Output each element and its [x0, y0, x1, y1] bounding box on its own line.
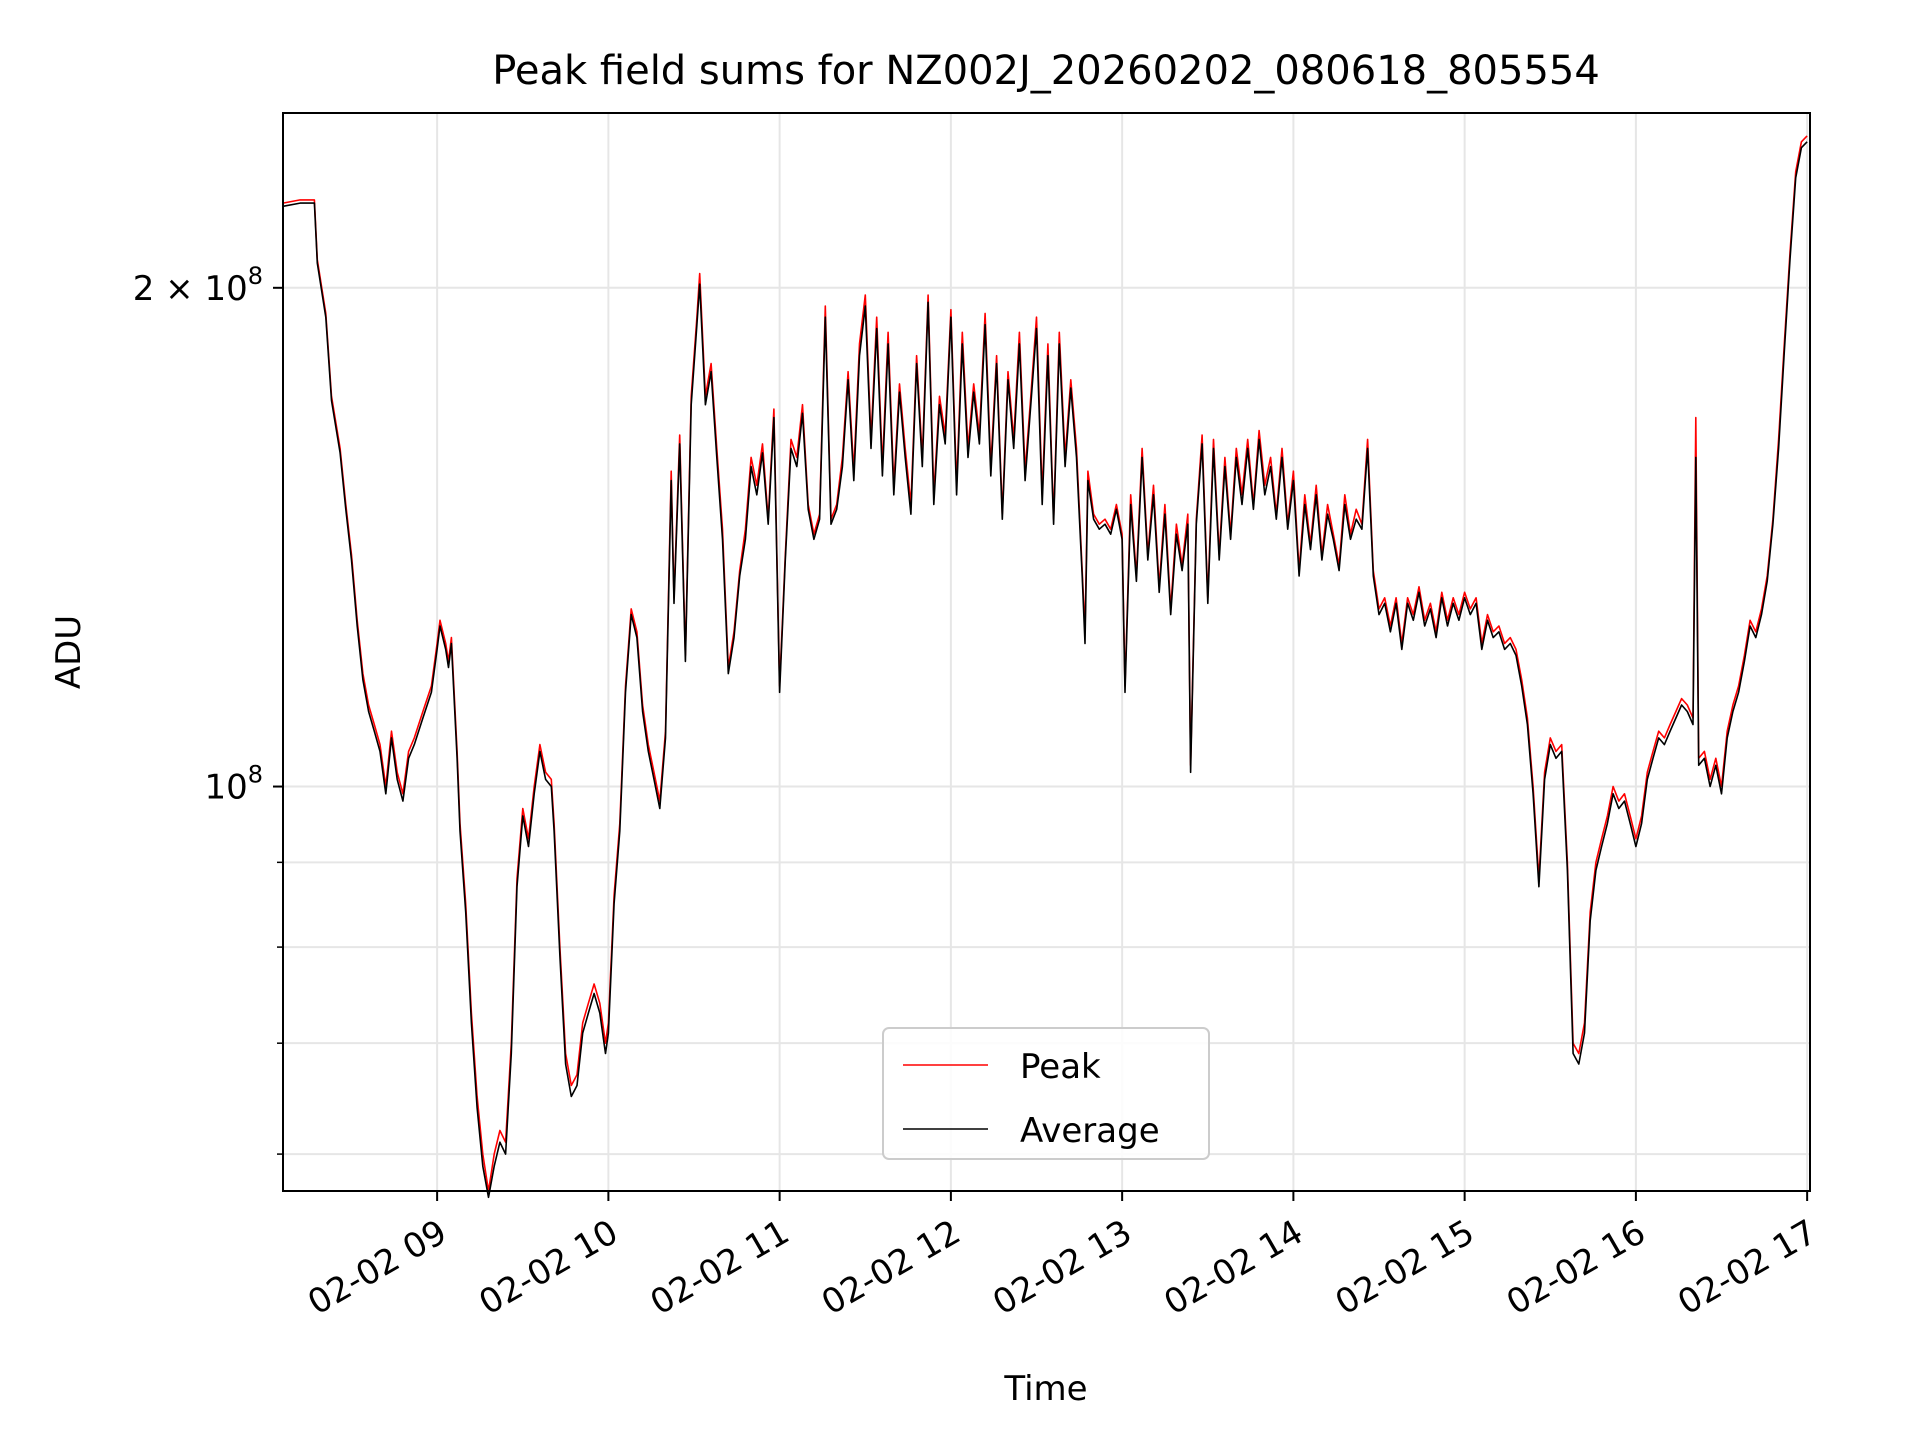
plot-frame — [282, 112, 1811, 1192]
legend-label-average: Average — [1020, 1111, 1160, 1151]
y-axis-label: ADU — [49, 615, 89, 689]
chart-title: Peak field sums for NZ002J_20260202_0806… — [492, 48, 1600, 94]
legend-label-peak: Peak — [1020, 1047, 1101, 1087]
series-line-average — [282, 141, 1808, 1199]
y-axis: 108 2 × 108 — [133, 262, 283, 1155]
grid-lines — [283, 113, 1810, 1191]
data-series — [282, 135, 1808, 1199]
legend-box — [882, 1027, 1210, 1160]
legend: Peak Average — [882, 1027, 1210, 1160]
x-axis-label: Time — [1003, 1369, 1087, 1409]
y-tick-label: 108 — [204, 761, 263, 808]
y-tick-label: 2 × 108 — [133, 262, 263, 309]
